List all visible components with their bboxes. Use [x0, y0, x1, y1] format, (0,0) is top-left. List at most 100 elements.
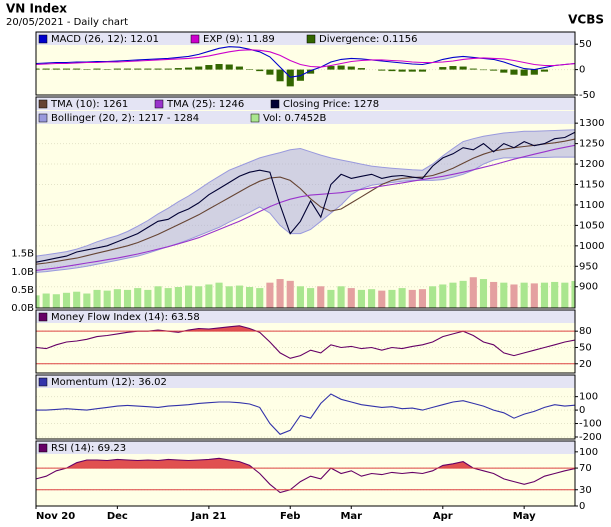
legend-band — [36, 375, 575, 388]
bar — [42, 293, 50, 308]
bar — [225, 64, 233, 70]
chart-title: VN Index — [6, 2, 67, 16]
bar — [113, 289, 121, 308]
bar — [418, 69, 427, 72]
series-line — [36, 46, 575, 78]
legend-swatch — [270, 99, 280, 109]
series-line — [36, 457, 575, 494]
legend-swatch — [154, 99, 164, 109]
bar — [52, 294, 60, 308]
y-tick-label: 70 — [579, 463, 592, 474]
legend-swatch — [38, 34, 48, 44]
bollinger-band — [36, 129, 575, 273]
bar — [439, 67, 447, 70]
y-tick-label: 1300 — [579, 118, 604, 129]
bar — [286, 69, 294, 87]
y-tick-label: 1150 — [579, 180, 604, 191]
bar — [184, 67, 193, 70]
y-tick-label: 1050 — [579, 220, 604, 231]
bar — [469, 68, 477, 70]
legend-label: Vol: 0.7452B — [263, 113, 326, 124]
series-line — [36, 144, 575, 271]
y2-tick-label: 1.0B — [11, 267, 34, 278]
bar — [347, 66, 355, 70]
bar — [215, 282, 223, 308]
bar — [246, 287, 254, 308]
bar — [479, 69, 488, 71]
y2-tick-label: 0.0B — [11, 303, 34, 314]
series-line — [36, 393, 575, 435]
bar — [215, 64, 223, 70]
legend-label: Momentum (12): 36.02 — [51, 377, 167, 388]
bar — [510, 69, 518, 75]
bar — [520, 69, 528, 76]
bar — [123, 68, 132, 70]
legend-band — [36, 32, 575, 45]
y-tick-label: 0 — [579, 501, 585, 512]
panel-border — [35, 31, 576, 96]
bar — [195, 66, 203, 70]
x-tick-label: Feb — [280, 511, 300, 522]
bar — [530, 69, 538, 75]
bar — [490, 69, 498, 71]
legend-band — [36, 111, 575, 124]
bar — [62, 292, 71, 308]
legend-band — [36, 310, 575, 323]
bar — [378, 290, 386, 308]
y-tick-label: -100 — [579, 419, 602, 430]
y-tick-label: 80 — [579, 326, 592, 337]
bar — [296, 286, 304, 308]
bar — [307, 288, 315, 308]
bar — [93, 289, 101, 308]
y-tick-label: 0 — [579, 405, 585, 416]
panel-border — [35, 440, 576, 507]
bar — [347, 288, 355, 308]
bar — [551, 281, 559, 308]
series-line — [36, 49, 575, 68]
x-tick-label: May — [513, 511, 536, 522]
bar — [134, 68, 142, 70]
bar — [266, 69, 274, 75]
bar — [561, 282, 569, 308]
bar — [256, 69, 264, 72]
plot — [36, 325, 575, 365]
y-tick-label: 30 — [579, 485, 592, 496]
x-tick-label: Mar — [340, 511, 362, 522]
bar — [327, 66, 335, 70]
bar — [144, 68, 152, 70]
legend-label: Divergence: 0.1156 — [319, 34, 418, 45]
bar — [36, 295, 40, 308]
bar — [164, 288, 172, 308]
bar — [398, 69, 406, 72]
y-tick-label: 100 — [579, 447, 598, 458]
bar — [225, 286, 233, 308]
bar — [205, 284, 213, 308]
y-tick-label: 50 — [579, 342, 592, 353]
bar — [154, 68, 162, 70]
plot — [36, 43, 575, 95]
bar — [235, 285, 243, 308]
x-tick-label: Apr — [433, 511, 453, 522]
legend-swatch — [38, 113, 48, 123]
bar — [83, 69, 91, 70]
chart-subtitle: 20/05/2021 - Daily chart — [6, 17, 128, 28]
x-tick-label: Nov 20 — [36, 511, 75, 522]
bar — [62, 68, 71, 70]
bar — [357, 68, 365, 70]
bar — [307, 69, 315, 74]
panel-border — [35, 96, 576, 309]
overbought-area — [36, 458, 575, 469]
bar — [439, 284, 447, 308]
legend-band — [36, 441, 575, 454]
bar — [429, 286, 437, 308]
x-tick-label: Dec — [107, 511, 128, 522]
legend-swatch — [38, 99, 48, 109]
bar — [398, 288, 406, 308]
plot-background — [36, 97, 575, 308]
legend-swatch — [38, 312, 48, 322]
bar — [459, 66, 467, 70]
bar — [368, 289, 376, 308]
bar — [337, 286, 345, 308]
bar — [195, 286, 203, 308]
y-tick-label: -50 — [579, 90, 595, 101]
